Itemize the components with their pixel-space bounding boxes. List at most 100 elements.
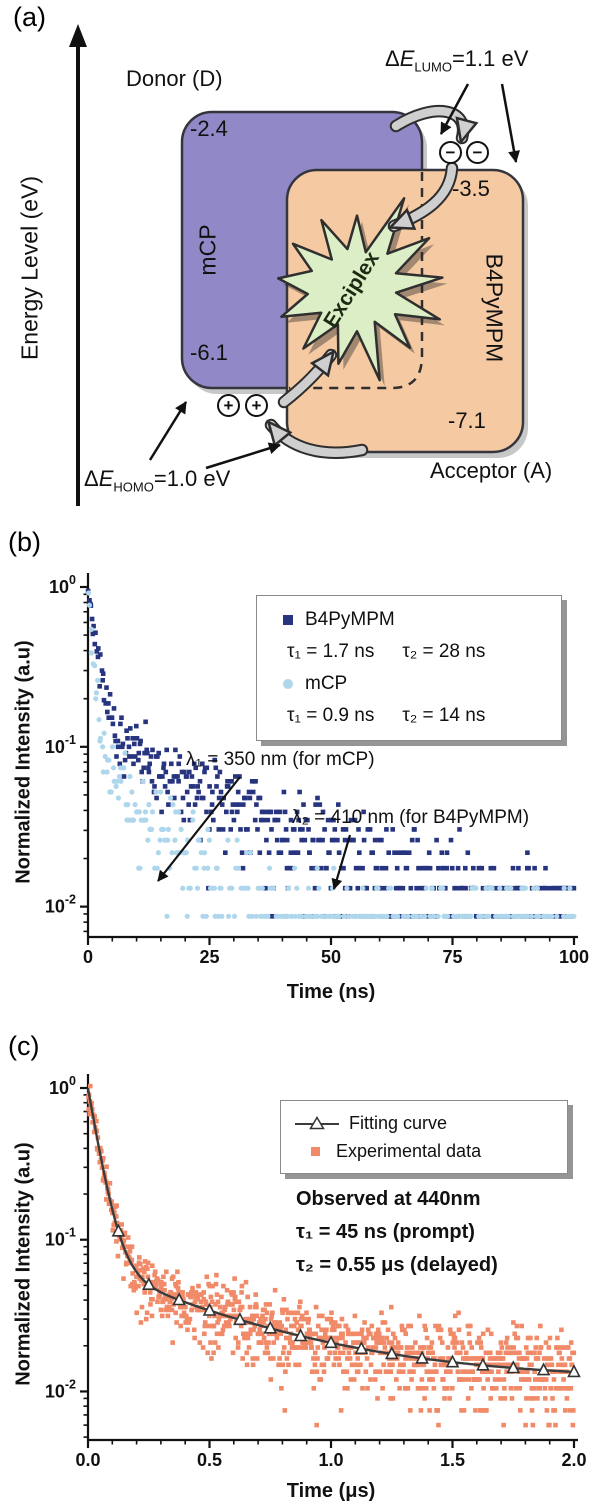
- chart-c-plot: 0.0 0.5 1.0 1.5 2.0 100 10-1 10-2: [45, 1074, 587, 1470]
- annotation-lambda1: λ₁ = 350 nm (for mCP): [186, 749, 375, 770]
- scatter-series-mcp: [86, 590, 577, 919]
- observed-wavelength: Observed at 440nm: [296, 1188, 481, 1210]
- svg-text:1.5: 1.5: [440, 1450, 465, 1470]
- svg-text:100: 100: [49, 1074, 76, 1098]
- svg-text:100: 100: [49, 573, 76, 597]
- electron-transfer-arrow: [391, 107, 479, 145]
- panel-b: 0 25 50 75 100 100 10-1 10-2 Normalized Intensi…: [0, 545, 600, 1025]
- svg-text:25: 25: [199, 947, 219, 967]
- tau1-prompt: τ₁ = 45 ns (prompt): [296, 1221, 475, 1243]
- donor-lumo-level: -2.4: [190, 116, 228, 141]
- panel-b-label: (b): [8, 527, 41, 557]
- legend-series-name: mCP: [305, 673, 348, 694]
- lambda1-arrow: [157, 776, 241, 882]
- fit-marker-triangle: [536, 1362, 551, 1376]
- tau2-delayed: τ₂ = 0.55 μs (delayed): [296, 1254, 498, 1276]
- legend-fit-label: Fitting curve: [349, 1112, 448, 1133]
- hidden-border-dashed: [289, 172, 424, 390]
- experimental-marker-swatch: [311, 1146, 320, 1156]
- acceptor-label: Acceptor (A): [430, 458, 553, 483]
- svg-text:10-1: 10-1: [45, 733, 76, 757]
- lambda2-arrow: [331, 834, 352, 890]
- svg-text:2.0: 2.0: [561, 1450, 586, 1470]
- legend-exp-label: Experimental data: [336, 1140, 482, 1161]
- delta-e-lumo: ΔELUMO=1.1 eV: [385, 46, 529, 75]
- fit-marker-triangle: [111, 1223, 126, 1237]
- delta-homo-arrow-right: [205, 442, 281, 470]
- svg-text:50: 50: [321, 947, 341, 967]
- exciplex-star: [276, 197, 444, 382]
- decay-chart-us: 0.0 0.5 1.0 1.5 2.0 100 10-1 10-2: [45, 1074, 587, 1470]
- tau1-value: τ₁ = 0.9 ns: [287, 705, 375, 726]
- tau2-value: τ₂ = 14 ns: [402, 705, 486, 726]
- acceptor-homo-level: -7.1: [448, 408, 486, 433]
- svg-text:0: 0: [83, 947, 93, 967]
- svg-text:1.0: 1.0: [318, 1450, 343, 1470]
- energy-axis-label: Energy Level (eV): [16, 175, 43, 361]
- hole-transfer-arrow: [266, 419, 367, 457]
- fit-marker-triangle: [384, 1346, 399, 1360]
- svg-text:10-1: 10-1: [45, 1226, 76, 1250]
- tau2-value: τ₂ = 28 ns: [402, 641, 486, 662]
- fit-marker-triangle: [172, 1292, 186, 1306]
- fit-marker-triangle: [415, 1350, 429, 1364]
- svg-text:100: 100: [559, 947, 589, 967]
- fit-marker-triangle: [476, 1357, 490, 1371]
- energy-diagram: [69, 24, 528, 506]
- legend-row-exp: Experimental data: [293, 1137, 555, 1165]
- y-axis-label-b: Normalized Intensity (a.u): [12, 640, 35, 884]
- fit-curve-swatch: [295, 1116, 339, 1130]
- svg-text:75: 75: [442, 947, 462, 967]
- tau1-value: τ₁ = 1.7 ns: [287, 641, 375, 662]
- svg-text:0.0: 0.0: [75, 1450, 100, 1470]
- legend-c: Fitting curve Experimental data: [280, 1100, 568, 1174]
- svg-text:0.5: 0.5: [197, 1450, 222, 1470]
- panel-a-label: (a): [13, 2, 46, 32]
- donor-label: Donor (D): [126, 66, 223, 91]
- delta-e-homo: ΔEHOMO=1.0 eV: [84, 466, 231, 495]
- hole-icon: +: [245, 394, 268, 417]
- fit-marker-triangle: [506, 1360, 521, 1374]
- hole-icon: +: [217, 394, 240, 417]
- energy-axis-arrowhead: [69, 24, 87, 47]
- fit-marker-triangle: [141, 1276, 156, 1290]
- legend-b: B4PyMPM τ₁ = 1.7 ns τ₂ = 28 ns mCP τ₁ = …: [256, 595, 562, 741]
- donor-homo-level: -6.1: [190, 340, 228, 365]
- electron-icon: −: [466, 141, 489, 164]
- panel-a: Energy Level (eV) Donor (D) Acceptor (A)…: [0, 0, 600, 530]
- b4pympm-marker-swatch: [283, 615, 293, 625]
- fit-marker-triangle: [233, 1312, 247, 1326]
- svg-text:10-2: 10-2: [45, 893, 76, 917]
- mcp-marker-swatch: [283, 679, 293, 689]
- fit-marker-triangle: [567, 1364, 581, 1378]
- x-axis-label-b: Time (ns): [286, 981, 376, 1003]
- fit-marker-triangle: [324, 1335, 338, 1349]
- acceptor-lumo-level: -3.5: [452, 176, 490, 201]
- x-axis-label-c: Time (μs): [286, 1480, 376, 1502]
- annotation-lambda2: λ₂ = 410 nm (for B4PyMPM): [292, 807, 530, 828]
- legend-row-mcp: mCP: [271, 668, 547, 700]
- fit-marker-triangle: [354, 1341, 369, 1355]
- fit-notes: Observed at 440nm τ₁ = 45 ns (prompt) τ₂…: [296, 1183, 498, 1282]
- fit-marker-triangle: [293, 1328, 308, 1342]
- fit-marker-triangle: [202, 1302, 217, 1316]
- legend-row-mcp-taus: τ₁ = 0.9 ns τ₂ = 14 ns: [271, 700, 547, 732]
- legend-row-b4pympm-taus: τ₁ = 1.7 ns τ₂ = 28 ns: [271, 636, 547, 668]
- electron-icon: −: [439, 141, 462, 164]
- delta-lumo-arrow-left: [439, 83, 470, 135]
- delta-homo-arrow-left: [148, 401, 188, 461]
- hole-to-exciplex-arrow: [279, 349, 336, 407]
- delta-lumo-arrow-right: [500, 83, 520, 163]
- decay-chart-ns: 0 25 50 75 100 100 10-1 10-2: [45, 573, 589, 967]
- acceptor-name: B4PyMPM: [481, 253, 508, 363]
- fit-marker-triangle: [263, 1320, 278, 1334]
- legend-row-fit: Fitting curve: [293, 1109, 555, 1137]
- chart-b-plot: 0 25 50 75 100 100 10-1 10-2: [45, 573, 589, 967]
- panel-c: 0.0 0.5 1.0 1.5 2.0 100 10-1 10-2 Normalized In…: [0, 1050, 600, 1509]
- electron-to-exciplex-arrow: [387, 163, 457, 231]
- fit-marker-triangle: [445, 1354, 460, 1368]
- donor-name: mCP: [194, 224, 221, 276]
- panel-c-label: (c): [8, 1031, 40, 1061]
- legend-series-name: B4PyMPM: [305, 609, 395, 630]
